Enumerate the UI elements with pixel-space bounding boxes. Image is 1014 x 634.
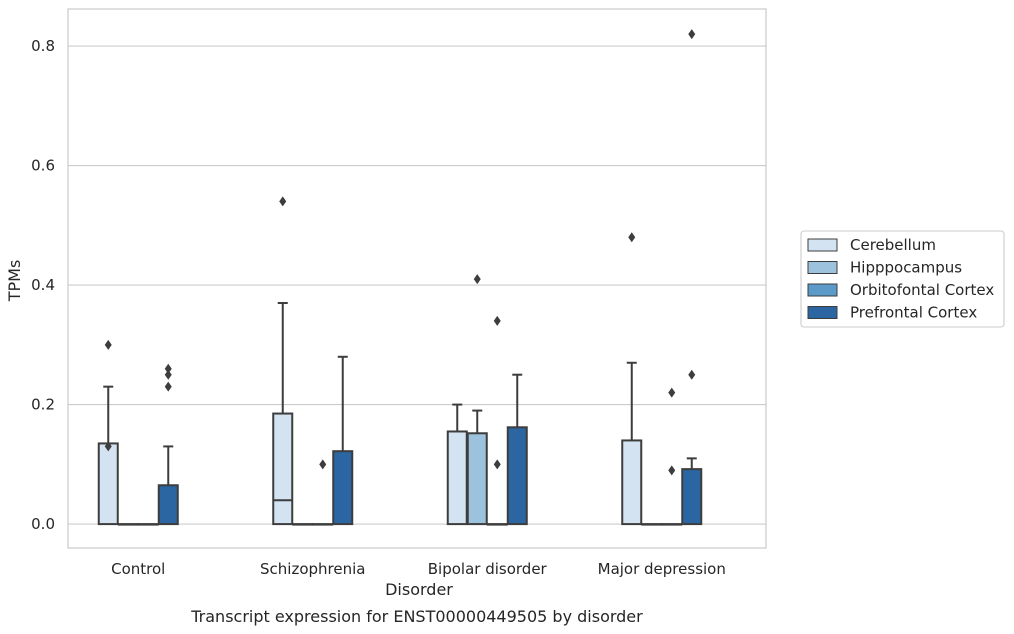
box-body (681, 468, 703, 526)
box-prefrontal-cortex (332, 355, 354, 526)
box-body (506, 426, 528, 526)
legend-swatch (807, 238, 838, 252)
box-orbitofontal-cortex (312, 459, 334, 526)
box-body (292, 523, 314, 526)
box-cerebellum (446, 403, 468, 526)
box-hipppocampus (466, 274, 488, 526)
box-hipppocampus (117, 523, 139, 526)
box-body (157, 484, 179, 526)
x-tick-label: Schizophrenia (260, 560, 365, 578)
box-prefrontal-cortex (681, 29, 703, 526)
legend-label: Hipppocampus (850, 259, 962, 277)
box-body (486, 523, 508, 526)
outlier-point (628, 232, 636, 243)
chart-caption: Transcript expression for ENST0000044950… (190, 607, 643, 626)
box-cerebellum (97, 339, 119, 526)
y-tick-label: 0.8 (31, 37, 55, 55)
outlier-point (164, 363, 172, 374)
box-orbitofontal-cortex (137, 523, 159, 526)
box-hipppocampus (292, 523, 314, 526)
outlier-point (493, 315, 501, 326)
legend-swatch (807, 306, 838, 319)
box-prefrontal-cortex (506, 373, 528, 526)
y-tick-label: 0.2 (31, 396, 55, 414)
y-tick-label: 0.6 (31, 157, 55, 175)
legend-label: Cerebellum (850, 236, 936, 254)
x-axis-label: Disorder (385, 580, 453, 599)
box-cerebellum (621, 232, 643, 526)
y-tick-label: 0.4 (31, 276, 55, 294)
box-body (641, 523, 663, 526)
box-body (446, 430, 468, 526)
box-cerebellum (272, 196, 294, 526)
outlier-point (668, 387, 676, 398)
outlier-point (279, 196, 287, 207)
box-body (332, 450, 354, 526)
outlier-point (164, 381, 172, 392)
legend-label: Prefrontal Cortex (850, 304, 977, 322)
box-hipppocampus (641, 523, 663, 526)
x-axis-ticks: Control Schizophrenia Bipolar disorder Majo… (111, 560, 726, 578)
outlier-point (104, 441, 112, 452)
box-body (97, 442, 119, 526)
outlier-point (688, 369, 696, 380)
legend-frame (800, 230, 1005, 328)
gridlines (68, 45, 766, 525)
box-body (466, 432, 488, 526)
outlier-point (473, 274, 481, 285)
box-body (661, 523, 683, 526)
x-tick-label: Control (111, 560, 165, 578)
outlier-point (688, 29, 696, 40)
outlier-point (164, 369, 172, 380)
box-body (137, 523, 159, 526)
y-tick-label: 0.0 (31, 515, 55, 533)
outlier-point (104, 339, 112, 350)
outlier-point (668, 465, 676, 476)
outlier-point (493, 459, 501, 470)
y-axis-ticks: 0.0 0.2 0.4 0.6 0.8 (31, 37, 55, 533)
legend-label: Orbitofontal Cortex (850, 281, 994, 299)
box-body (272, 412, 294, 526)
x-tick-label: Major depression (598, 560, 726, 578)
box-prefrontal-cortex (157, 363, 179, 526)
legend-swatch (807, 261, 838, 274)
box-plot-series (97, 29, 703, 526)
x-tick-label: Bipolar disorder (428, 560, 548, 578)
legend-swatch (807, 283, 838, 297)
box-body (117, 523, 139, 526)
plot-frame (67, 8, 767, 549)
y-axis-label: TPMs (5, 260, 24, 303)
box-body (621, 439, 643, 526)
outlier-point (319, 459, 327, 470)
box-orbitofontal-cortex (661, 387, 683, 526)
box-body (312, 523, 334, 526)
legend: Cerebellum Hipppocampus Orbitofontal Corte… (800, 230, 1005, 328)
box-orbitofontal-cortex (486, 315, 508, 526)
